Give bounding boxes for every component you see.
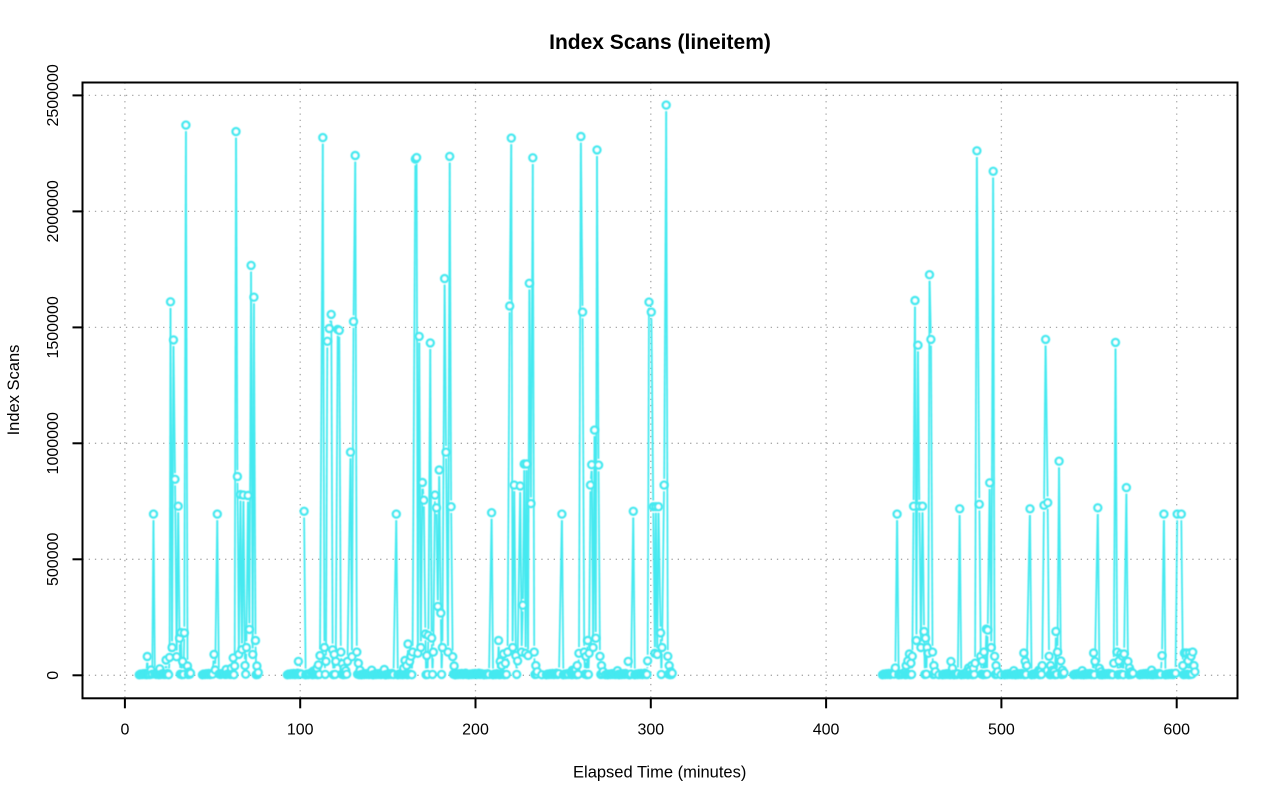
svg-text:0: 0	[120, 722, 129, 739]
svg-text:1500000: 1500000	[45, 296, 62, 358]
svg-text:600: 600	[1163, 722, 1190, 739]
svg-text:0: 0	[45, 671, 62, 680]
svg-text:2000000: 2000000	[45, 180, 62, 242]
svg-text:2500000: 2500000	[45, 64, 62, 126]
svg-text:300: 300	[637, 722, 664, 739]
svg-text:1000000: 1000000	[45, 412, 62, 474]
svg-text:200: 200	[462, 722, 489, 739]
svg-text:400: 400	[813, 722, 840, 739]
svg-text:500000: 500000	[45, 533, 62, 586]
svg-text:Elapsed Time (minutes): Elapsed Time (minutes)	[573, 763, 746, 781]
svg-text:Index Scans: Index Scans	[5, 345, 23, 436]
svg-text:100: 100	[287, 722, 314, 739]
svg-text:Index Scans (lineitem): Index Scans (lineitem)	[549, 31, 771, 54]
svg-text:500: 500	[988, 722, 1015, 739]
